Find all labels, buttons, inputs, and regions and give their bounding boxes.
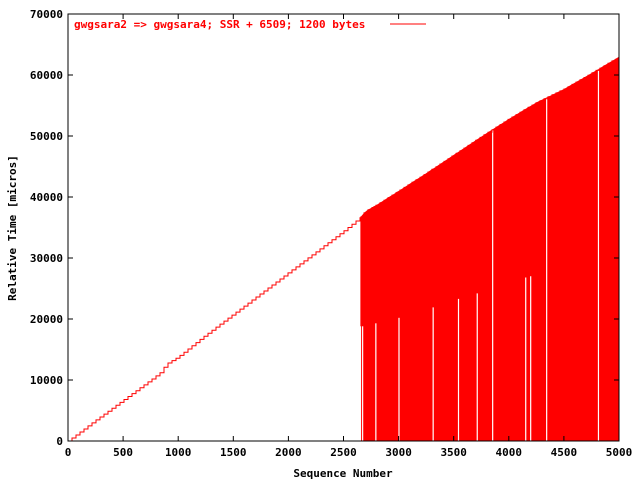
x-tick-label: 500 — [113, 446, 133, 459]
y-tick-label: 10000 — [30, 374, 63, 387]
y-tick-label: 0 — [56, 435, 63, 448]
y-tick-label: 50000 — [30, 130, 63, 143]
y-tick-label: 60000 — [30, 69, 63, 82]
data-fill-layer — [360, 56, 619, 441]
y-tick-label: 30000 — [30, 252, 63, 265]
x-tick-label: 5000 — [606, 446, 633, 459]
x-tick-labels: 0 500 1000 1500 2000 2500 3000 3500 4000 4500 5000 — [65, 446, 633, 459]
x-tick-label: 1500 — [220, 446, 247, 459]
y-tick-label: 20000 — [30, 313, 63, 326]
series-line — [68, 58, 617, 442]
y-tick-label: 40000 — [30, 191, 63, 204]
data-line-layer — [68, 58, 617, 442]
legend-entry-label: gwgsara2 => gwgsara4; SSR + 6509; 1200 b… — [74, 18, 365, 31]
tick-layer — [67, 13, 620, 442]
x-tick-label: 2500 — [330, 446, 357, 459]
y-axis-label: Relative Time [micros] — [6, 155, 19, 301]
dense-fill-region — [361, 56, 619, 441]
x-tick-label: 4000 — [496, 446, 523, 459]
x-tick-label: 4500 — [551, 446, 578, 459]
x-tick-label: 0 — [65, 446, 72, 459]
y-tick-labels: 0 10000 20000 30000 40000 50000 60000 70000 — [30, 8, 63, 448]
x-tick-label: 3500 — [440, 446, 467, 459]
x-tick-label: 1000 — [165, 446, 192, 459]
legend: gwgsara2 => gwgsara4; SSR + 6509; 1200 b… — [74, 18, 426, 31]
x-tick-label: 3000 — [385, 446, 412, 459]
x-axis-label: Sequence Number — [293, 467, 393, 480]
y-tick-label: 70000 — [30, 8, 63, 21]
x-tick-label: 2000 — [275, 446, 302, 459]
